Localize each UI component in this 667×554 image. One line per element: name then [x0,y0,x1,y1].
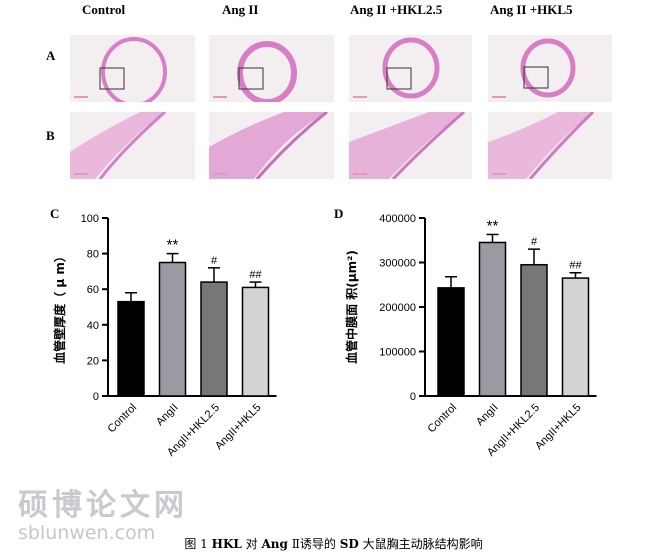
chart-d-significance-label: ## [569,260,582,272]
caption-mid2: Ⅱ诱导的 [287,537,340,551]
panel-letter-c: C [50,206,60,221]
chart-c-bar [241,286,270,397]
chart-c-y-tick-label: 40 [87,320,99,332]
watermark-chinese: 硕博论文网 [18,488,188,523]
watermark: 硕博论文网 sblunwen.com [18,480,188,544]
chart-d-significance-label: ** [487,217,499,234]
figure-caption: 图 1 HKL 对 Ang Ⅱ诱导的 SD 大鼠胸主动脉结构影响 [0,535,667,552]
column-header-angii: Ang II [222,2,259,17]
column-header-angii-hkl25: Ang II +HKL2.5 [350,2,443,17]
row-label-b: B [46,128,55,143]
chart-c-y-tick-label: 0 [93,391,99,403]
chart-c-significance-label: # [211,255,218,267]
chart-c-y-tick-label: 80 [87,249,99,261]
chart-d-bar [520,263,548,397]
zoom-box [386,67,412,90]
chart-d-bar [478,241,507,397]
chart-d-y-tick-label: 200000 [379,302,416,314]
micrograph-a-control [70,35,195,102]
zoom-box [238,67,264,90]
chart-d-y-tick-label: 400000 [379,213,416,225]
chart-d-category-label: Control [426,402,460,436]
chart-d-y-tick-label: 300000 [379,258,416,270]
watermark-url: sblunwen.com [18,522,156,544]
chart-c-bar [117,300,145,397]
micrograph-b-angii-hkl5 [488,112,612,179]
chart-c-significance-label: ** [167,237,179,254]
caption-ang: Ang [261,537,288,551]
zoom-box [99,67,125,90]
panel-letter-d: D [334,206,344,221]
chart-d-y-tick-label: 100000 [379,347,416,359]
column-header-control: Control [82,2,126,17]
chart-c-significance-label: ## [249,269,262,281]
micrograph-a-angii-hkl5 [488,35,612,102]
chart-c-y-axis-label: 血管壁厚度（ μ m） [52,250,67,364]
micrograph-b-control [70,112,195,179]
caption-prefix: 图 1 [184,537,212,551]
chart-c-y-tick-label: 100 [81,213,99,225]
caption-suffix: 大鼠胸主动脉结构影响 [358,537,483,551]
zoom-box [523,66,549,89]
chart-d-bar [561,277,590,397]
column-header-angii-hkl5: Ang II +HKL5 [490,2,573,17]
chart-d-significance-label: # [531,236,538,248]
chart-c-y-tick-label: 60 [87,284,99,296]
chart-c-y-tick-label: 20 [87,355,99,367]
micrograph-b-angii [209,112,334,179]
caption-mid1: 对 [241,537,262,551]
micrograph-a-angii-hkl25 [349,35,472,102]
chart-d-bar [437,287,465,397]
chart-c-bar [158,261,187,397]
micrograph-a-angii [209,35,334,102]
caption-sd: SD [339,537,359,551]
micrograph-b-angii-hkl25 [349,112,472,179]
caption-hkl: HKL [211,537,242,551]
row-label-a: A [46,48,56,63]
chart-d-y-tick-label: 0 [410,391,416,403]
chart-d-category-label: AngII [474,402,501,429]
chart-d-y-axis-label: 血管中膜面 积(μm²) [344,250,359,364]
